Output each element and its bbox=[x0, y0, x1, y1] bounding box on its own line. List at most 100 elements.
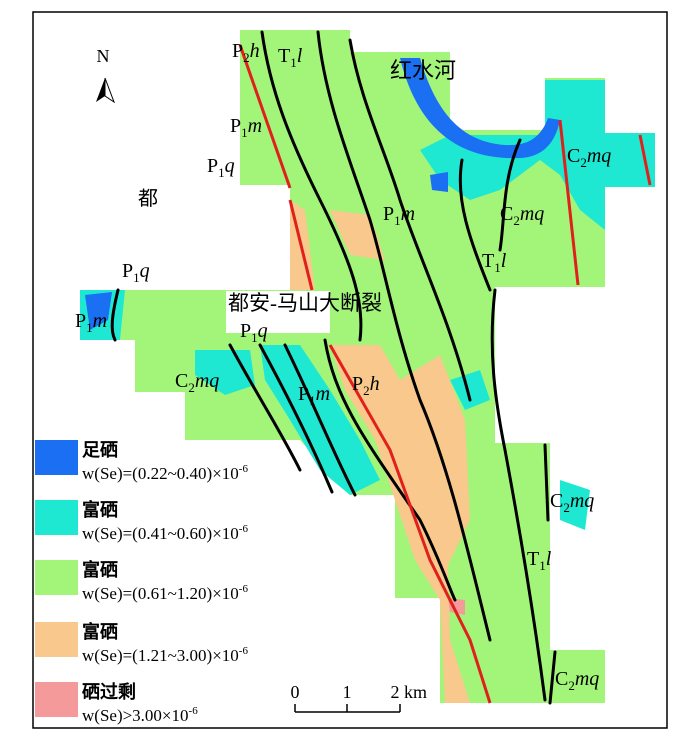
formation-suffix: mq bbox=[575, 668, 599, 690]
formation-sub: 2 bbox=[563, 500, 570, 515]
formation-base: P bbox=[352, 373, 363, 395]
formation-suffix: h bbox=[370, 373, 380, 395]
legend-name: 足硒 bbox=[82, 440, 118, 460]
formation-base: P bbox=[298, 383, 309, 405]
place-label: 都安-马山大断裂 bbox=[228, 291, 382, 315]
formation-base: C bbox=[567, 145, 580, 167]
formation-base: P bbox=[383, 203, 394, 225]
formation-base: P bbox=[230, 115, 241, 137]
legend-formula: w(Se)=(0.22~0.40)×10-6 bbox=[82, 463, 248, 483]
formation-sub: 2 bbox=[188, 380, 195, 395]
formation-base: T bbox=[527, 548, 539, 570]
legend: 足硒w(Se)=(0.22~0.40)×10-6富硒w(Se)=(0.41~0.… bbox=[35, 440, 248, 725]
formation-base: P bbox=[232, 40, 243, 62]
legend-name: 富硒 bbox=[82, 499, 118, 520]
formation-label: P2h bbox=[232, 40, 260, 65]
legend-swatch bbox=[35, 560, 78, 595]
formation-sub: 2 bbox=[513, 213, 520, 228]
formation-sub: 2 bbox=[363, 383, 370, 398]
legend-swatch bbox=[35, 500, 78, 535]
formation-suffix: q bbox=[225, 155, 235, 177]
legend-formula-text: w(Se)=(0.61~1.20)×10 bbox=[82, 584, 239, 603]
formation-base: T bbox=[278, 45, 290, 67]
formation-sub: 1 bbox=[309, 393, 316, 408]
faults bbox=[238, 44, 652, 704]
legend-formula-text: w(Se)=(1.21~3.00)×10 bbox=[82, 646, 239, 665]
scale-unit: km bbox=[404, 682, 427, 702]
formation-label: P1m bbox=[383, 203, 415, 228]
formation-suffix: m bbox=[316, 383, 330, 405]
formation-sub: 1 bbox=[290, 55, 297, 70]
formation-label: T1l bbox=[278, 45, 303, 70]
formation-sub: 1 bbox=[241, 125, 248, 140]
formation-suffix: m bbox=[248, 115, 262, 137]
north-arrow: N bbox=[96, 46, 116, 104]
scale-label: 2 bbox=[391, 682, 400, 702]
formation-suffix: mq bbox=[570, 490, 594, 512]
formation-suffix: m bbox=[93, 310, 107, 332]
place-label: 都 bbox=[138, 187, 158, 210]
legend-exponent: -6 bbox=[239, 645, 249, 657]
formation-label: P1q bbox=[240, 320, 268, 345]
legend-exponent: -6 bbox=[239, 583, 249, 595]
legend-exponent: -6 bbox=[189, 705, 199, 717]
formation-suffix: l bbox=[297, 45, 303, 67]
formation-suffix: mq bbox=[587, 145, 611, 167]
legend-formula-text: w(Se)=(0.41~0.60)×10 bbox=[82, 524, 239, 543]
legend-swatch bbox=[35, 440, 78, 475]
formation-sub: 1 bbox=[494, 260, 501, 275]
formation-sub: 1 bbox=[251, 330, 258, 345]
scale-label: 1 bbox=[343, 682, 352, 702]
formation-sub: 2 bbox=[580, 155, 587, 170]
legend-name: 硒过剩 bbox=[82, 681, 136, 702]
legend-swatch bbox=[35, 682, 78, 717]
formation-suffix: q bbox=[258, 320, 268, 342]
contacts bbox=[110, 30, 557, 705]
formation-label: T1l bbox=[482, 250, 507, 275]
scale-label: 0 bbox=[291, 682, 300, 702]
formation-sub: 1 bbox=[218, 165, 225, 180]
formation-label: C2mq bbox=[567, 145, 611, 170]
formation-label: P1m bbox=[298, 383, 330, 408]
formation-base: P bbox=[122, 260, 133, 282]
formation-base: C bbox=[555, 668, 568, 690]
formation-label: C2mq bbox=[550, 490, 594, 515]
formation-base: P bbox=[240, 320, 251, 342]
legend-exponent: -6 bbox=[239, 523, 249, 535]
blue-zones bbox=[85, 58, 560, 330]
legend-formula: w(Se)>3.00×10-6 bbox=[82, 705, 198, 725]
place-label: 红水河 bbox=[390, 58, 456, 83]
formation-suffix: m bbox=[401, 203, 415, 225]
formation-suffix: q bbox=[140, 260, 150, 282]
formation-label: P1q bbox=[207, 155, 235, 180]
legend-swatch bbox=[35, 622, 78, 657]
formation-label: C2mq bbox=[500, 203, 544, 228]
formation-label: P1q bbox=[122, 260, 150, 285]
formation-suffix: mq bbox=[520, 203, 544, 225]
formation-label: C2mq bbox=[555, 668, 599, 693]
formation-suffix: l bbox=[546, 548, 552, 570]
scale-bar: 0 1 2 km bbox=[291, 682, 427, 713]
formation-base: P bbox=[75, 310, 86, 332]
formation-sub: 1 bbox=[133, 270, 140, 285]
legend-formula-text: w(Se)>3.00×10 bbox=[82, 706, 189, 725]
formation-suffix: l bbox=[501, 250, 507, 272]
label-gap bbox=[226, 291, 330, 333]
formation-suffix: mq bbox=[195, 370, 219, 392]
formation-label: T1l bbox=[527, 548, 552, 573]
north-label: N bbox=[97, 46, 110, 66]
legend-formula-text: w(Se)=(0.22~0.40)×10 bbox=[82, 464, 239, 483]
legend-formula: w(Se)=(0.41~0.60)×10-6 bbox=[82, 523, 248, 543]
formation-base: T bbox=[482, 250, 494, 272]
formation-base: C bbox=[550, 490, 563, 512]
formation-base: C bbox=[175, 370, 188, 392]
legend-exponent: -6 bbox=[239, 463, 249, 475]
legend-formula: w(Se)=(1.21~3.00)×10-6 bbox=[82, 645, 248, 665]
formation-label: C2mq bbox=[175, 370, 219, 395]
legend-name: 富硒 bbox=[82, 621, 118, 642]
formation-base: P bbox=[207, 155, 218, 177]
formation-label: P1m bbox=[230, 115, 262, 140]
formation-sub: 2 bbox=[243, 50, 250, 65]
